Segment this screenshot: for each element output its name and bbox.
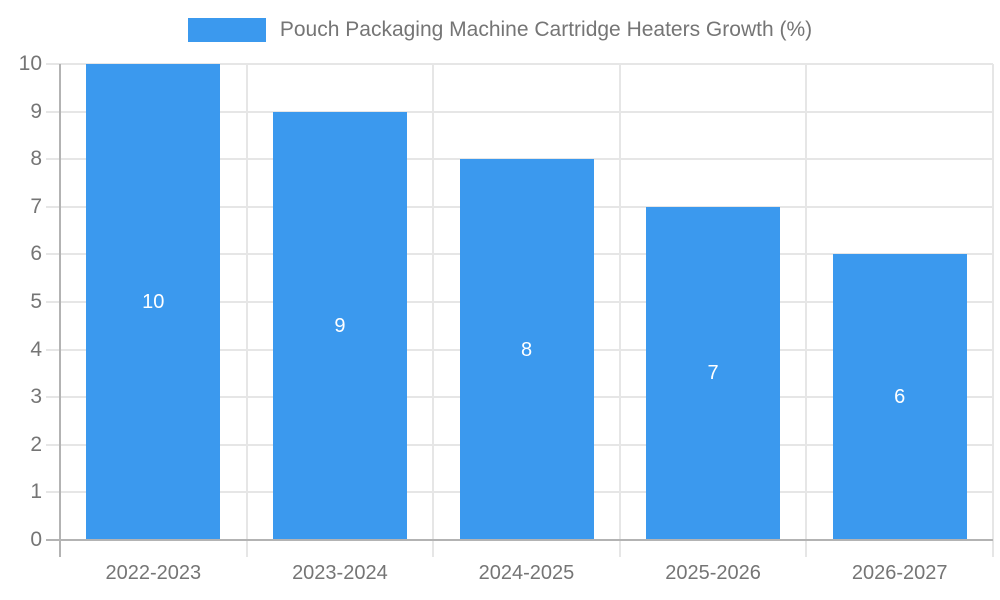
- y-axis-tick-label: 10: [18, 52, 42, 75]
- legend-series-label: Pouch Packaging Machine Cartridge Heater…: [279, 18, 813, 41]
- bar-value-label: 10: [142, 291, 165, 313]
- category-boundary-gridline: [805, 64, 808, 557]
- bar-value-label: 8: [520, 338, 533, 361]
- chart-legend: Pouch Packaging Machine Cartridge Heater…: [0, 12, 1000, 48]
- bar-value-label: 6: [894, 386, 906, 409]
- category-boundary-gridline: [992, 64, 994, 557]
- y-axis-tick-label: 0: [30, 528, 42, 551]
- x-axis-tick-label: 2022-2023: [105, 562, 202, 584]
- bar[interactable]: [86, 64, 221, 540]
- y-axis-tick-label: 6: [30, 242, 42, 266]
- category-boundary-gridline: [618, 64, 621, 557]
- bar[interactable]: [272, 111, 407, 540]
- category-boundary-gridline: [432, 64, 435, 557]
- y-gridline: [46, 110, 993, 113]
- y-axis-tick-label: 3: [30, 385, 42, 409]
- bar[interactable]: [459, 159, 594, 540]
- bar[interactable]: [646, 206, 781, 540]
- x-axis-tick-label: 2024-2025: [478, 562, 575, 584]
- legend-swatch: [187, 18, 266, 42]
- bar-value-label: 7: [707, 362, 719, 385]
- y-axis-tick-label: 7: [30, 194, 42, 218]
- y-axis-tick-label: 5: [30, 290, 42, 313]
- category-boundary-gridline: [245, 64, 248, 557]
- x-axis-baseline: [46, 539, 993, 541]
- legend-item[interactable]: Pouch Packaging Machine Cartridge Heater…: [187, 18, 813, 42]
- x-axis-tick-label: 2025-2026: [665, 562, 761, 584]
- bar-value-label: 9: [334, 314, 346, 337]
- y-axis-line: [59, 64, 61, 557]
- y-axis-tick-label: 8: [30, 147, 42, 171]
- y-axis-tick-label: 4: [30, 337, 42, 361]
- bar[interactable]: [832, 254, 967, 540]
- y-axis-tick-label: 2: [30, 432, 42, 456]
- y-gridline: [46, 63, 993, 65]
- x-axis-tick-label: 2026-2027: [851, 562, 948, 584]
- x-axis-tick-label: 2023-2024: [292, 562, 388, 584]
- y-axis-tick-label: 9: [30, 99, 42, 123]
- y-axis-tick-label: 1: [30, 480, 42, 504]
